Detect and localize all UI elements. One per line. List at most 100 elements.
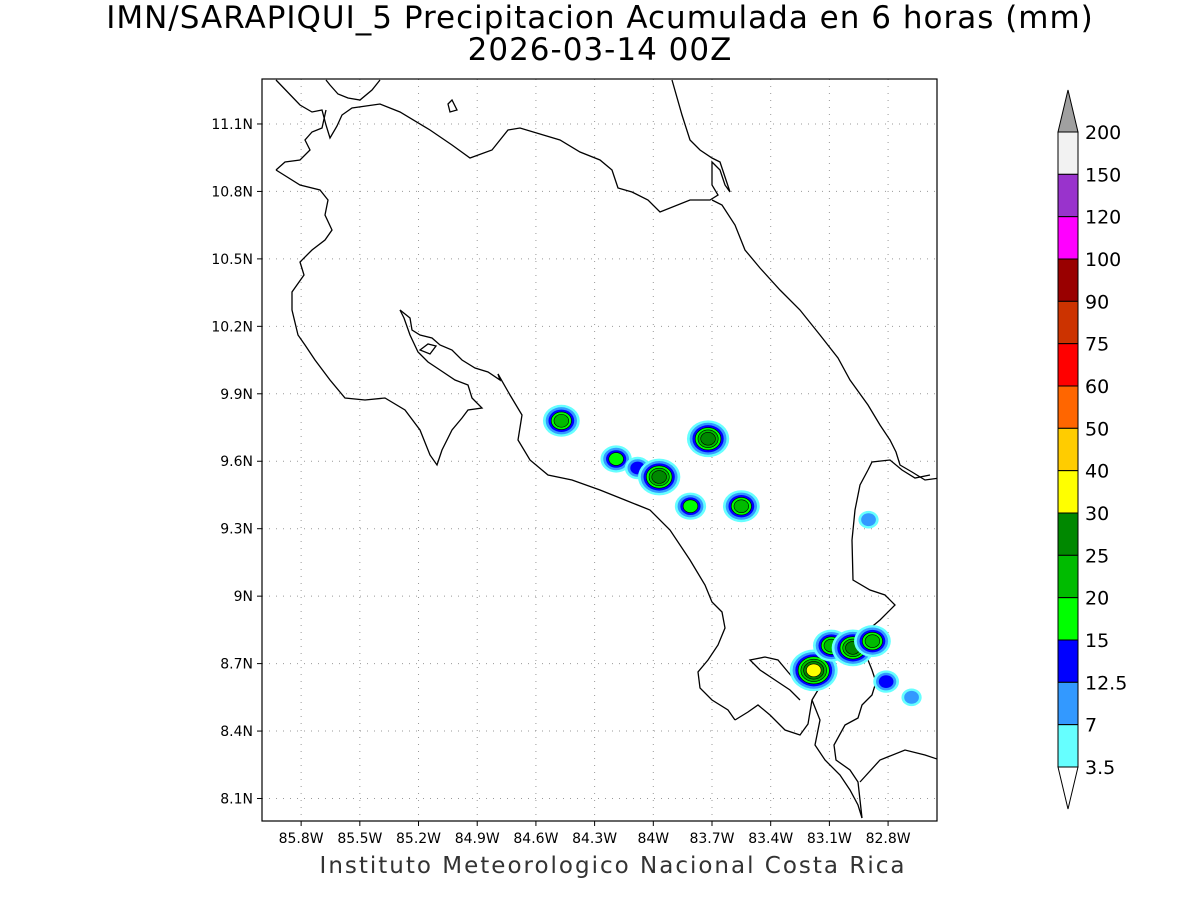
axis-ticks: 85.8W 85.5W 85.2W 84.9W 84.6W 84.3W 84W 83.7W 83… [211, 117, 910, 847]
colorbar-swatch [1057, 512, 1079, 556]
colorbar-swatch [1057, 131, 1079, 175]
panama-coast [859, 749, 937, 783]
colorbar-swatch [1057, 343, 1079, 387]
lat-tick-label: 10.5N [211, 252, 253, 268]
credit-footer: Instituto Meteorologico Nacional Costa R… [319, 853, 907, 879]
caribbean-coast [711, 199, 937, 481]
colorbar-swatch [1057, 597, 1079, 641]
chart-subtitle-datetime: 2026-03-14 00Z [467, 32, 733, 68]
lon-tick-label: 85.8W [279, 831, 324, 847]
colorbar-swatch [1057, 681, 1079, 726]
colorbar-label: 12.5 [1085, 672, 1127, 694]
map-frame [261, 78, 938, 822]
precip-cell [600, 445, 632, 473]
precip-cell [858, 510, 879, 529]
colorbar-swatch [1057, 216, 1079, 260]
lon-tick-label: 83.1W [807, 831, 852, 847]
bocas-region [867, 459, 931, 479]
lat-tick-label: 8.7N [220, 657, 253, 673]
precip-cell [722, 490, 760, 523]
lat-tick-label: 9.6N [220, 454, 253, 470]
colorbar-swatch [1057, 724, 1079, 768]
lon-tick-label: 84.6W [513, 831, 558, 847]
precip-contour-20 [553, 414, 570, 428]
lon-tick-label: 84.3W [572, 831, 617, 847]
precip-cell [831, 629, 875, 667]
lake-island [447, 98, 458, 113]
lon-tick-label: 85.5W [337, 831, 382, 847]
nicaragua-border-west [275, 109, 327, 171]
precip-contour-30 [806, 663, 822, 678]
precip-contour-25 [700, 432, 716, 446]
colorbar-label: 20 [1085, 588, 1109, 610]
colorbar-swatch [1057, 427, 1079, 472]
colorbar-swatch [1057, 173, 1079, 218]
precip-cell [686, 420, 730, 458]
precipitation-fill [542, 404, 922, 707]
colorbar-label: 200 [1085, 122, 1121, 144]
colorbar-top-arrow [1057, 89, 1079, 133]
golfito-coast [811, 699, 863, 819]
pacific-coast-central [497, 373, 736, 721]
precip-contour-25 [651, 470, 667, 484]
colorbar-label: 30 [1085, 503, 1109, 525]
lon-tick-label: 83.7W [689, 831, 734, 847]
precip-cell [901, 688, 922, 707]
lon-tick-label: 84W [637, 831, 669, 847]
lat-tick-label: 10.2N [211, 319, 253, 335]
sixaola-border [851, 469, 896, 631]
precip-contour-12_5 [878, 675, 894, 688]
colorbar-label: 60 [1085, 376, 1109, 398]
lon-tick-label: 82.8W [866, 831, 911, 847]
map-gridlines [262, 79, 937, 821]
precip-contour-15 [608, 452, 624, 466]
colorbar-label: 150 [1085, 164, 1121, 186]
colorbar-label: 3.5 [1085, 757, 1115, 779]
colorbar-swatch [1057, 470, 1079, 514]
lon-tick-label: 84.9W [455, 831, 500, 847]
precip-cell [542, 404, 580, 437]
colorbar-label: 50 [1085, 418, 1109, 440]
precip-cell [854, 625, 891, 658]
precip-contour-20 [864, 634, 881, 648]
precip-cell [873, 670, 900, 693]
lat-tick-label: 9.9N [220, 387, 253, 403]
colorbar-legend: 200 150 120 100 90 75 60 50 40 30 25 20 15 12.5 7 3.5 [1057, 89, 1127, 810]
colorbar-label: 75 [1085, 334, 1109, 356]
lake-nicaragua-south [325, 79, 381, 101]
lat-tick-label: 9.3N [220, 522, 253, 538]
lat-tick-label: 9N [234, 589, 253, 605]
precip-cell [789, 649, 838, 692]
colorbar-label: 90 [1085, 291, 1109, 313]
colorbar-label: 15 [1085, 630, 1109, 652]
precip-contour-15 [682, 499, 699, 513]
colorbar-swatch [1057, 300, 1079, 345]
precip-contour-7 [904, 690, 919, 704]
colorbar-label: 25 [1085, 545, 1109, 567]
colorbar-swatch [1057, 639, 1079, 683]
lon-tick-label: 83.4W [748, 831, 793, 847]
colorbar-swatch [1057, 258, 1079, 302]
precip-contour-7 [861, 513, 876, 527]
nicoya-gulf-coast [399, 309, 502, 382]
colorbar-swatch [1057, 554, 1079, 599]
colorbar-swatch [1057, 385, 1079, 429]
lat-tick-label: 10.8N [211, 184, 253, 200]
lat-tick-label: 8.1N [220, 792, 253, 808]
precip-cell [674, 492, 707, 520]
lake-nicaragua-shore [275, 79, 731, 213]
colorbar-label: 120 [1085, 207, 1121, 229]
colorbar-label: 40 [1085, 461, 1109, 483]
lat-tick-label: 8.4N [220, 724, 253, 740]
lat-tick-label: 11.1N [211, 117, 253, 133]
pacific-coast-north [275, 169, 484, 467]
nicoya-island [418, 343, 438, 355]
colorbar-label: 7 [1085, 715, 1097, 737]
colorbar-bottom-arrow [1057, 766, 1079, 810]
chart-title: IMN/SARAPIQUI_5 Precipitacion Acumulada … [106, 0, 1094, 36]
lon-tick-label: 85.2W [396, 831, 441, 847]
precip-contour-20 [733, 499, 750, 513]
colorbar-label: 100 [1085, 249, 1121, 271]
precip-cell [638, 458, 681, 496]
